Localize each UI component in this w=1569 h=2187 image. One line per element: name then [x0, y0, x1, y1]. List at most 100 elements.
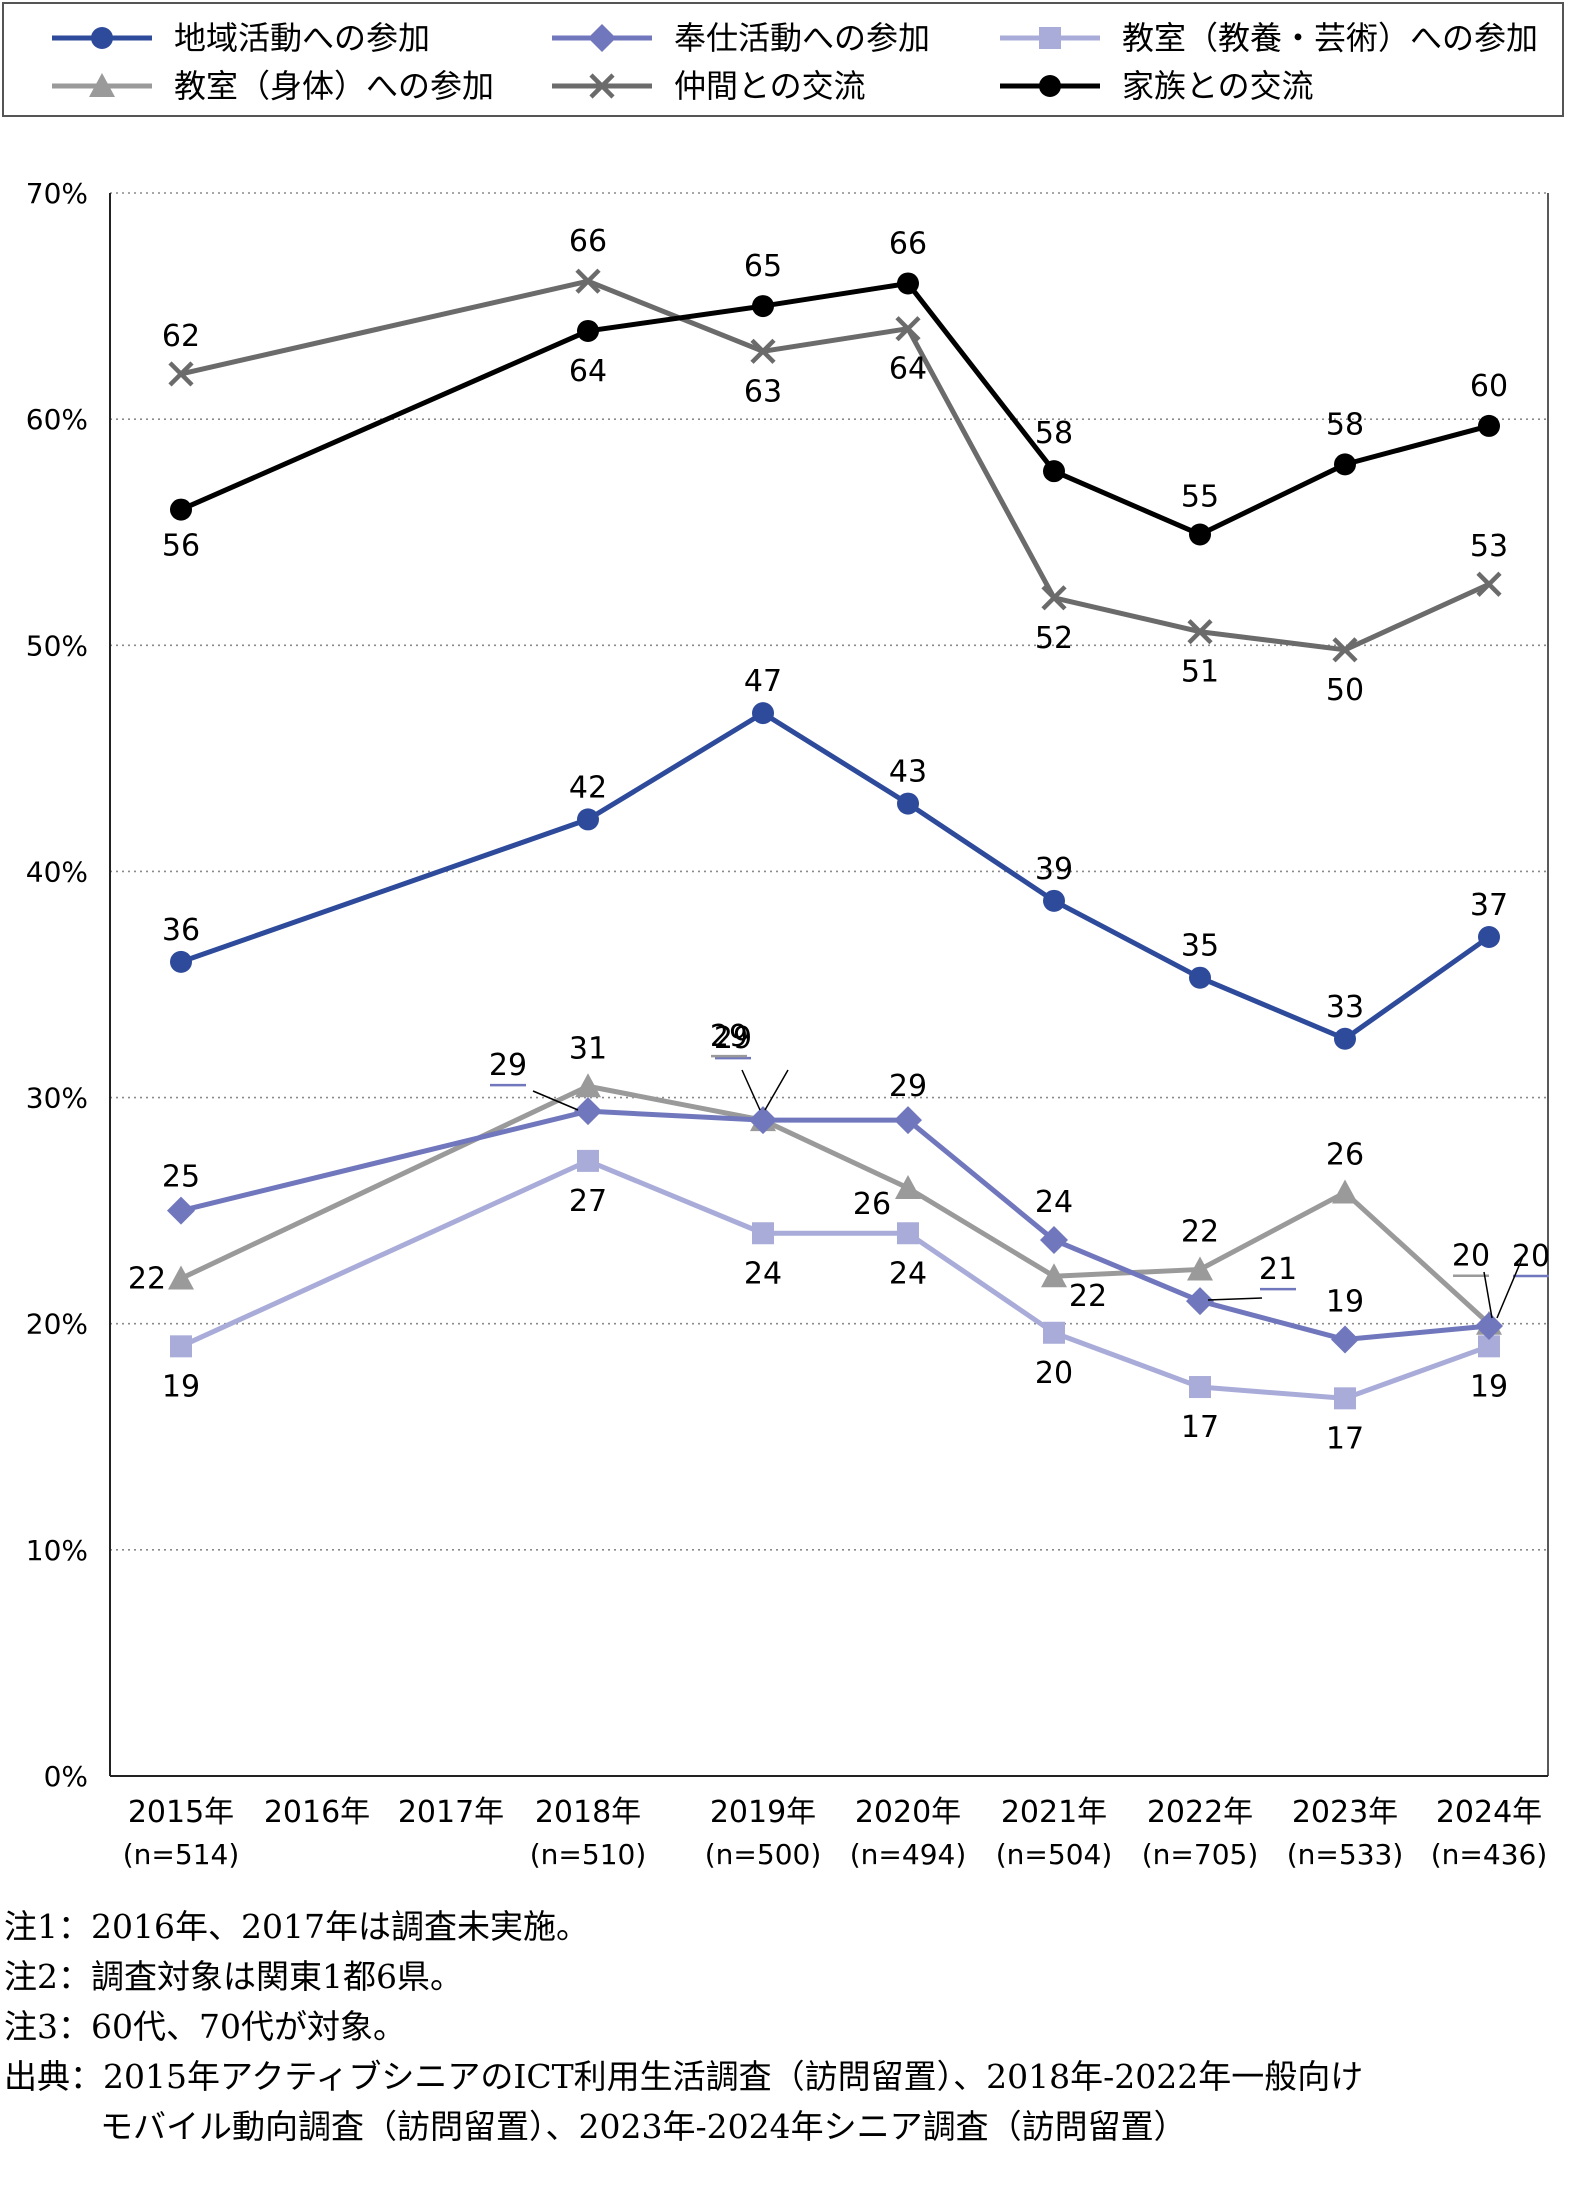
data-label: 60 — [1470, 369, 1508, 404]
data-point — [750, 338, 776, 364]
x-tick-sublabel: (n=510) — [530, 1838, 647, 1871]
x-tick-sublabel: (n=494) — [850, 1838, 967, 1871]
label-leader — [1483, 1271, 1493, 1319]
data-label: 17 — [1326, 1421, 1364, 1456]
data-point — [575, 1073, 601, 1098]
series-line — [179, 280, 1490, 537]
x-tick-label: 2019年 — [710, 1795, 816, 1830]
data-point — [577, 1149, 599, 1172]
data-point — [1189, 966, 1211, 989]
data-point — [1043, 889, 1065, 912]
data-label: 24 — [744, 1256, 782, 1291]
data-label: 58 — [1326, 407, 1364, 442]
data-point — [167, 1196, 195, 1225]
x-tick-sublabel: (n=500) — [705, 1838, 822, 1871]
legend-label: 地域活動への参加 — [174, 19, 430, 57]
data-point — [1334, 1027, 1356, 1050]
legend-label: 家族との交流 — [1122, 67, 1314, 105]
x-tick-label: 2024年 — [1436, 1795, 1542, 1830]
legend-label: 教室（身体）への参加 — [174, 67, 494, 105]
data-point — [575, 268, 601, 294]
y-tick-label: 30% — [26, 1082, 88, 1115]
label-leader — [741, 1069, 761, 1111]
chart-notes: 注1：2016年、2017年は調査未実施。 注2：調査対象は関東1都6県。 注3… — [4, 1902, 1564, 2152]
data-label: 29 — [889, 1069, 927, 1104]
data-point — [1043, 1321, 1065, 1344]
data-point — [588, 24, 616, 52]
data-label: 64 — [889, 352, 927, 387]
data-label: 42 — [569, 770, 607, 805]
data-point — [1040, 1226, 1068, 1255]
x-tick-label: 2022年 — [1147, 1795, 1253, 1830]
data-point — [1475, 1311, 1503, 1340]
x-tick-sublabel: (n=436) — [1431, 1838, 1548, 1871]
data-point — [589, 73, 615, 99]
data-label: 17 — [1181, 1410, 1219, 1445]
data-label: 19 — [1470, 1369, 1508, 1404]
data-label: 26 — [853, 1187, 891, 1222]
data-point — [1334, 453, 1356, 476]
series-line — [180, 278, 1491, 653]
y-tick-label: 70% — [26, 177, 88, 210]
data-point — [1478, 926, 1500, 949]
x-tick-label: 2020年 — [855, 1795, 961, 1830]
label-leader — [1496, 1253, 1525, 1319]
data-point — [1043, 460, 1065, 483]
legend-label: 奉仕活動への参加 — [674, 19, 930, 57]
data-point — [1478, 414, 1500, 437]
data-label: 56 — [162, 529, 200, 564]
data-label: 53 — [1470, 529, 1508, 564]
data-label: 20 — [1452, 1239, 1490, 1274]
x-tick-sublabel: (n=705) — [1142, 1838, 1259, 1871]
note-2: 注2：調査対象は関東1都6県。 — [4, 1957, 463, 1996]
data-point — [89, 73, 115, 97]
data-point — [1189, 523, 1211, 546]
data-label: 37 — [1470, 888, 1508, 923]
legend-box — [2, 2, 1564, 117]
data-point — [752, 702, 774, 725]
line-chart: 0% 10% 20% 30% 40% 50% 60% 70% 2015年 (n=514) 2016年… — [26, 19, 1550, 1871]
note-1: 注1：2016年、2017年は調査未実施。 — [4, 1907, 589, 1946]
data-point — [1041, 585, 1067, 611]
data-point — [1189, 1376, 1211, 1399]
x-tick-label: 2017年 — [398, 1795, 504, 1830]
note-3: 注3：60代、70代が対象。 — [4, 2007, 406, 2046]
data-label: 52 — [1035, 621, 1073, 656]
data-point — [577, 319, 599, 342]
data-label: 25 — [162, 1160, 200, 1195]
data-point — [574, 1097, 602, 1126]
y-tick-label: 0% — [44, 1760, 88, 1793]
x-tick-label: 2021年 — [1001, 1795, 1107, 1830]
data-point — [897, 1222, 919, 1245]
label-leader — [1207, 1297, 1263, 1301]
data-label: 26 — [1326, 1138, 1364, 1173]
data-label: 22 — [1069, 1279, 1107, 1314]
data-point — [170, 498, 192, 521]
data-label: 29 — [710, 1019, 748, 1054]
data-label: 19 — [162, 1369, 200, 1404]
data-point — [170, 1335, 192, 1358]
data-point — [168, 1265, 194, 1290]
data-label: 64 — [569, 354, 607, 389]
data-point — [897, 792, 919, 815]
data-point — [1331, 1325, 1359, 1354]
data-point — [749, 1106, 777, 1135]
data-label: 31 — [569, 1031, 607, 1066]
data-label: 21 — [1259, 1252, 1297, 1287]
source-line-2: モバイル動向調査（訪問留置）、2023年-2024年シニア調査（訪問留置） — [100, 2107, 1187, 2146]
data-label: 63 — [744, 374, 782, 409]
data-label: 29 — [714, 1021, 752, 1056]
data-label: 22 — [128, 1261, 166, 1296]
data-label: 36 — [162, 913, 200, 948]
data-point — [1476, 571, 1502, 597]
data-point — [752, 1222, 774, 1245]
data-label: 65 — [744, 249, 782, 284]
data-point — [895, 316, 921, 342]
data-point — [895, 1175, 921, 1200]
source-line-1: 出典：2015年アクティブシニアのICT利用生活調査（訪問留置）、2018年-2… — [4, 2057, 1364, 2096]
data-point — [897, 272, 919, 295]
data-label: 55 — [1181, 479, 1219, 514]
data-point — [752, 295, 774, 318]
data-point — [1187, 619, 1213, 645]
data-point — [1478, 1335, 1500, 1358]
